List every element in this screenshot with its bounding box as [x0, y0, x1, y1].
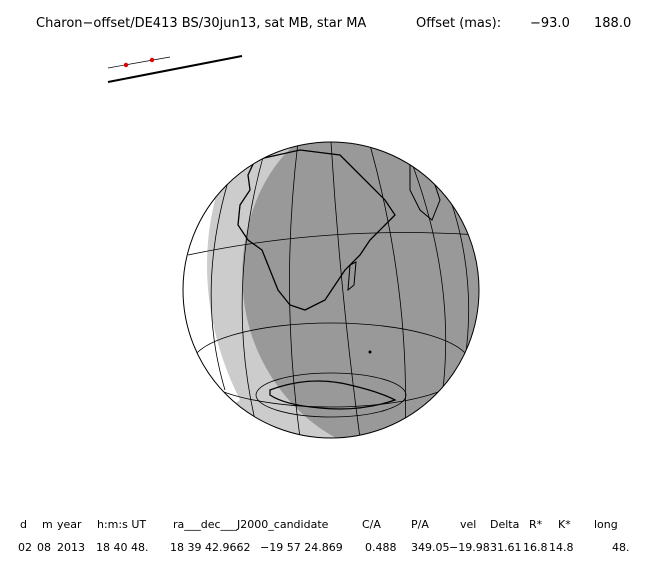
cell: 31.61	[490, 541, 522, 554]
offset-y: 188.0	[594, 16, 631, 31]
offset-label: Offset (mas):	[416, 16, 501, 31]
cell: 48.	[612, 541, 630, 554]
cell: 349.05	[411, 541, 450, 554]
cell: 02	[18, 541, 32, 554]
table-header: d m year h:m:s UT ra___dec___J2000_candidate…	[20, 518, 618, 531]
column-header: C/A	[362, 518, 381, 531]
column-header: h:m:s UT	[97, 518, 146, 531]
cell: 08	[37, 541, 51, 554]
column-header: R*	[529, 518, 543, 531]
column-header: m	[42, 518, 53, 531]
cell: 0.488	[365, 541, 397, 554]
cell: −19.98	[449, 541, 490, 554]
globe-outline	[182, 141, 480, 439]
scale	[107, 55, 243, 83]
cell: 2013	[57, 541, 85, 554]
column-header: K*	[558, 518, 571, 531]
offset-x: −93.0	[530, 16, 570, 31]
column-header: Delta	[490, 518, 519, 531]
title: Charon−offset/DE413 BS/30jun13, sat MB, …	[36, 16, 366, 31]
column-header: ra___dec___J2000_candidate	[173, 518, 329, 531]
column-header: year	[57, 518, 82, 531]
cell: 16.8	[523, 541, 548, 554]
cell: 18 40 48.	[96, 541, 148, 554]
column-header: long	[594, 518, 618, 531]
cell: 18 39 42.9662	[170, 541, 250, 554]
column-header: d	[20, 518, 27, 531]
cell: −19 57 24.869	[260, 541, 343, 554]
table-row: 02 08 2013 18 40 48. 18 39 42.9662 −19 57 24.…	[18, 541, 630, 554]
column-header: vel	[460, 518, 476, 531]
cell: 14.8	[549, 541, 574, 554]
column-header: P/A	[411, 518, 429, 531]
